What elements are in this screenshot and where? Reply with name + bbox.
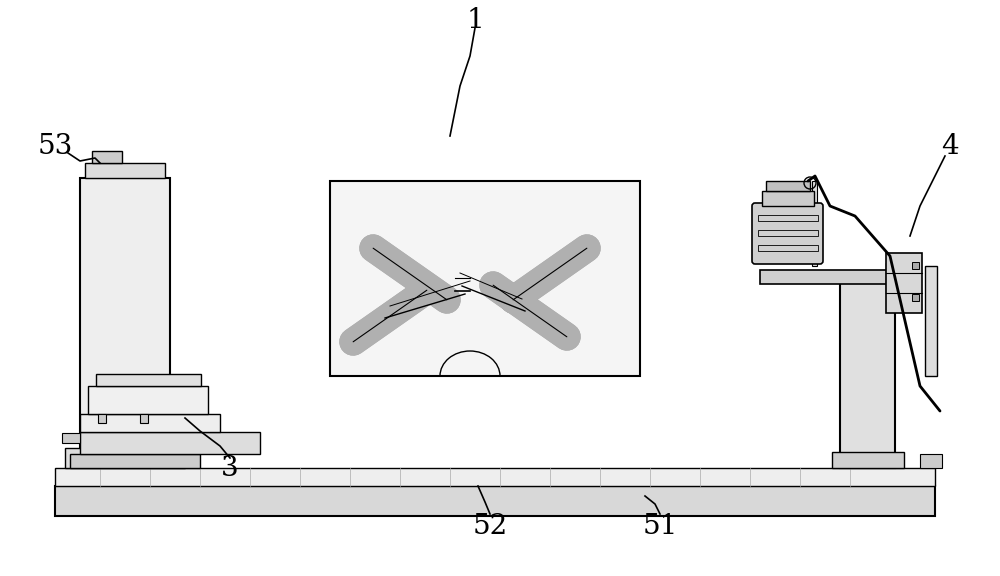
Bar — [766, 181, 810, 191]
Bar — [912, 262, 919, 269]
Bar — [80, 178, 170, 448]
Bar — [886, 263, 908, 293]
Bar — [758, 230, 818, 236]
Bar — [85, 163, 165, 178]
Bar — [96, 374, 201, 386]
Bar — [65, 448, 185, 468]
Bar — [920, 454, 942, 468]
Text: 53: 53 — [37, 132, 73, 160]
Bar — [925, 266, 937, 376]
Text: 4: 4 — [941, 132, 959, 160]
Bar — [330, 181, 640, 376]
Bar — [80, 432, 260, 454]
Bar — [70, 454, 200, 468]
Text: 51: 51 — [642, 513, 678, 540]
Bar — [762, 191, 814, 206]
Bar — [832, 452, 904, 468]
Bar — [812, 181, 817, 266]
Bar — [98, 414, 106, 423]
Bar — [55, 486, 935, 516]
Text: 1: 1 — [466, 7, 484, 35]
Bar — [758, 215, 818, 221]
Bar — [758, 245, 818, 251]
FancyBboxPatch shape — [752, 203, 823, 264]
Text: 52: 52 — [472, 513, 508, 540]
Text: 3: 3 — [221, 454, 239, 482]
Bar — [760, 270, 892, 284]
Bar — [80, 414, 220, 432]
Bar — [140, 414, 148, 423]
Bar — [92, 151, 122, 163]
Bar — [912, 294, 919, 301]
Bar — [62, 433, 80, 443]
Bar — [88, 386, 208, 414]
Bar — [55, 468, 935, 486]
Bar — [840, 273, 895, 468]
Bar — [886, 253, 922, 313]
